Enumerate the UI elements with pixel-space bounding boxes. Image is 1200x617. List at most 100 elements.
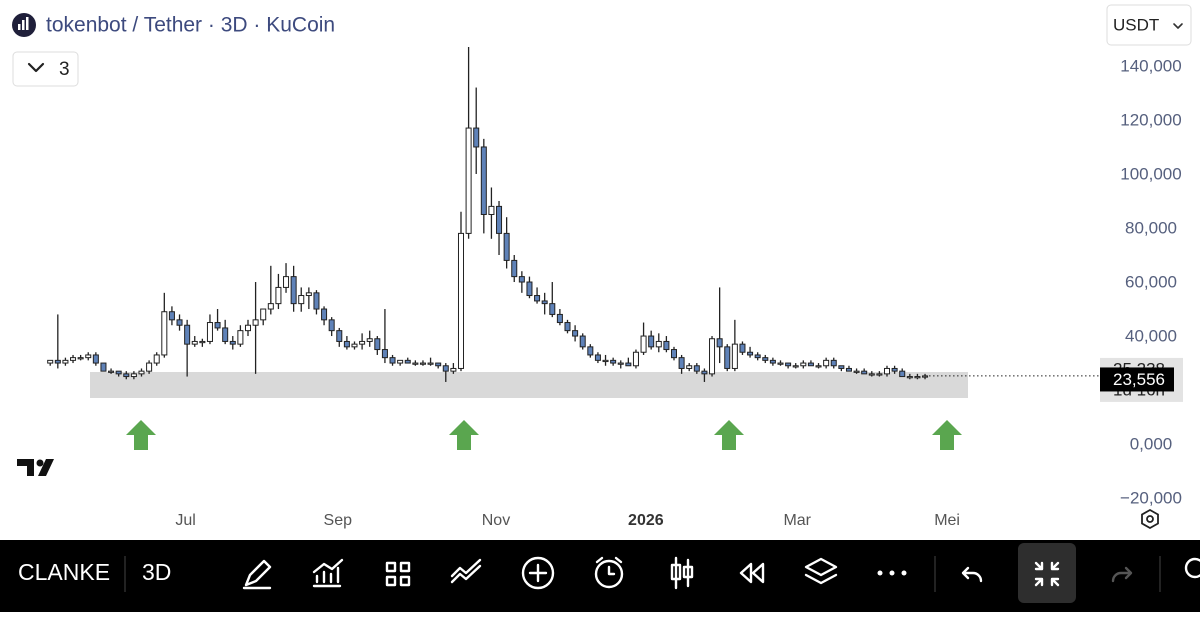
dropdown-chevron[interactable] <box>1173 23 1183 29</box>
candle-body <box>389 357 396 364</box>
candle-body <box>739 343 746 353</box>
templates-tool[interactable] <box>385 561 411 587</box>
candle-body <box>237 330 244 345</box>
candle-body <box>260 308 267 321</box>
candle-body <box>709 338 716 375</box>
candle-body <box>762 357 769 361</box>
candle-body <box>655 340 662 348</box>
settings-icon-center[interactable] <box>1146 515 1154 523</box>
candle-body <box>313 292 320 310</box>
candle-body <box>556 313 563 324</box>
candle-body <box>290 276 297 305</box>
y-tick-label: 80,000 <box>1125 218 1177 237</box>
bottom-toolbar <box>0 540 1200 612</box>
x-tick-label: Jul <box>175 512 195 529</box>
candle-body <box>785 362 792 367</box>
candle-body <box>693 365 700 372</box>
idea-tool[interactable] <box>1184 557 1200 579</box>
candle-body <box>906 376 913 379</box>
candle-body <box>868 373 875 376</box>
candle-body <box>564 322 571 332</box>
candle-body <box>777 362 784 365</box>
candle-body <box>267 303 274 310</box>
indicators-toggle[interactable] <box>12 51 79 87</box>
candle-body <box>412 362 419 365</box>
candle-body <box>435 362 442 367</box>
candle-body <box>610 359 617 364</box>
candle-body <box>450 367 457 372</box>
candle-body <box>800 362 807 367</box>
candle-body <box>77 357 84 360</box>
redo-tool[interactable] <box>1111 566 1133 583</box>
candle-body <box>442 365 449 372</box>
y-tick-label: 60,000 <box>1125 273 1177 292</box>
candle-body <box>305 292 312 297</box>
candle-body <box>199 340 206 344</box>
chevron[interactable] <box>27 62 45 73</box>
candle-body <box>518 276 525 283</box>
indicators-count[interactable]: 3 <box>59 59 70 80</box>
more-dot[interactable] <box>889 570 895 576</box>
fullscreen-active[interactable] <box>1018 543 1076 603</box>
candle-body <box>283 276 290 288</box>
candle-body <box>176 319 183 326</box>
candle-body <box>861 370 868 375</box>
fullscreen-tool[interactable] <box>1034 561 1060 587</box>
settings-icon[interactable] <box>1141 508 1159 530</box>
more-dot[interactable] <box>901 570 907 576</box>
candle-body <box>168 311 175 321</box>
chart-type-tool[interactable] <box>670 556 694 590</box>
alert-tool[interactable] <box>594 559 624 589</box>
candle-body <box>883 367 891 375</box>
candle-body <box>579 335 586 348</box>
logo-bar <box>22 20 25 30</box>
logo-bar <box>26 17 29 30</box>
candle-body <box>678 357 685 369</box>
add-tool-plus[interactable] <box>528 563 548 583</box>
candle-body <box>503 232 510 261</box>
add-tool[interactable] <box>521 556 555 590</box>
arrow-up <box>449 420 479 450</box>
compare-tool[interactable] <box>450 558 482 584</box>
candle-body <box>130 373 137 378</box>
undo-tool[interactable] <box>961 566 983 583</box>
alert-tool-hands[interactable] <box>595 556 623 576</box>
symbol-title[interactable]: tokenbot / Tether · 3D · KuCoin <box>46 14 335 37</box>
candle-body <box>670 349 678 359</box>
candle-body <box>792 365 799 368</box>
toolbar-interval[interactable]: 3D <box>142 559 171 585</box>
candle-body <box>899 370 906 378</box>
candle-body <box>648 335 655 348</box>
layers-tool[interactable] <box>804 557 838 585</box>
candle-body <box>191 340 198 345</box>
candle-body <box>617 362 624 365</box>
candle-body <box>602 359 609 363</box>
candle-body <box>252 319 259 326</box>
currency-button[interactable] <box>1106 4 1192 46</box>
candle-body <box>108 370 115 373</box>
indicators-tool[interactable] <box>312 558 344 588</box>
candle-body <box>206 322 213 342</box>
candle-body <box>632 351 639 367</box>
candle-body <box>815 365 822 368</box>
candle-body <box>724 346 731 369</box>
candle-body <box>138 370 145 375</box>
low-price-box <box>1100 367 1174 392</box>
candle-body <box>807 362 814 367</box>
x-tick-label: Sep <box>324 512 353 529</box>
replay-tool[interactable] <box>739 562 765 584</box>
candle-body <box>488 205 495 215</box>
candle-body <box>397 359 404 364</box>
draw-tool[interactable] <box>242 559 272 590</box>
toolbar-symbol[interactable]: CLANKE <box>18 559 110 585</box>
candle-body <box>914 376 921 379</box>
more-dot[interactable] <box>877 570 883 576</box>
candle-body <box>321 308 328 321</box>
candle-body <box>457 232 465 369</box>
candle-body <box>351 343 358 348</box>
candle-body <box>222 327 229 342</box>
candle-body <box>823 359 830 367</box>
arrow-up <box>126 420 156 450</box>
currency-label[interactable]: USDT <box>1113 15 1159 34</box>
